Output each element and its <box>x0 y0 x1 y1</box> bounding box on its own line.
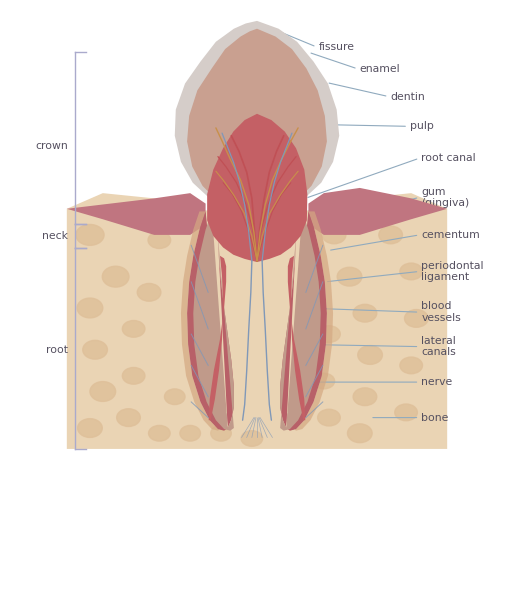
Polygon shape <box>280 211 321 431</box>
Text: bone: bone <box>421 413 449 422</box>
Text: blood
vessels: blood vessels <box>421 301 461 323</box>
Ellipse shape <box>137 283 161 301</box>
Polygon shape <box>187 211 234 431</box>
Ellipse shape <box>211 425 231 441</box>
Text: gum
(gingiva): gum (gingiva) <box>421 187 470 208</box>
Text: fissure: fissure <box>319 42 355 52</box>
Ellipse shape <box>400 263 423 280</box>
Ellipse shape <box>353 304 377 322</box>
Polygon shape <box>181 211 228 431</box>
Ellipse shape <box>122 367 145 384</box>
Ellipse shape <box>164 389 185 404</box>
Ellipse shape <box>318 409 340 426</box>
Ellipse shape <box>353 388 377 406</box>
Ellipse shape <box>313 373 335 389</box>
Ellipse shape <box>241 431 263 446</box>
Text: root canal: root canal <box>421 153 476 163</box>
Text: Tooth anatomy: Tooth anatomy <box>141 547 373 575</box>
Ellipse shape <box>318 326 340 343</box>
Ellipse shape <box>400 357 423 374</box>
Text: crown: crown <box>35 141 68 151</box>
Ellipse shape <box>117 409 140 427</box>
Polygon shape <box>286 211 333 431</box>
Polygon shape <box>193 211 234 431</box>
Polygon shape <box>280 211 327 431</box>
Ellipse shape <box>77 298 103 318</box>
Ellipse shape <box>149 425 170 441</box>
Ellipse shape <box>322 226 346 244</box>
Polygon shape <box>67 193 447 449</box>
Polygon shape <box>175 21 339 218</box>
Ellipse shape <box>180 425 200 441</box>
Ellipse shape <box>148 232 171 248</box>
Text: lateral
canals: lateral canals <box>421 336 456 358</box>
Ellipse shape <box>83 340 107 359</box>
Text: root: root <box>46 345 68 355</box>
Polygon shape <box>209 256 226 420</box>
Text: neck: neck <box>42 231 68 241</box>
Ellipse shape <box>347 424 372 443</box>
Ellipse shape <box>379 226 402 244</box>
Ellipse shape <box>76 224 104 245</box>
Polygon shape <box>187 29 327 219</box>
Polygon shape <box>308 188 447 235</box>
Text: nerve: nerve <box>421 377 453 387</box>
Ellipse shape <box>358 346 382 364</box>
Polygon shape <box>67 193 206 235</box>
Text: dentin: dentin <box>391 92 426 101</box>
Ellipse shape <box>405 310 428 327</box>
Polygon shape <box>207 114 307 262</box>
Text: periodontal
ligament: periodontal ligament <box>421 260 484 282</box>
Text: enamel: enamel <box>360 64 400 74</box>
Polygon shape <box>288 256 305 420</box>
Text: pulp: pulp <box>410 121 434 131</box>
Ellipse shape <box>122 320 145 337</box>
Ellipse shape <box>90 382 116 401</box>
Ellipse shape <box>102 266 129 287</box>
Text: cementum: cementum <box>421 230 480 240</box>
Ellipse shape <box>395 404 417 421</box>
Ellipse shape <box>337 267 362 286</box>
Ellipse shape <box>78 419 102 437</box>
